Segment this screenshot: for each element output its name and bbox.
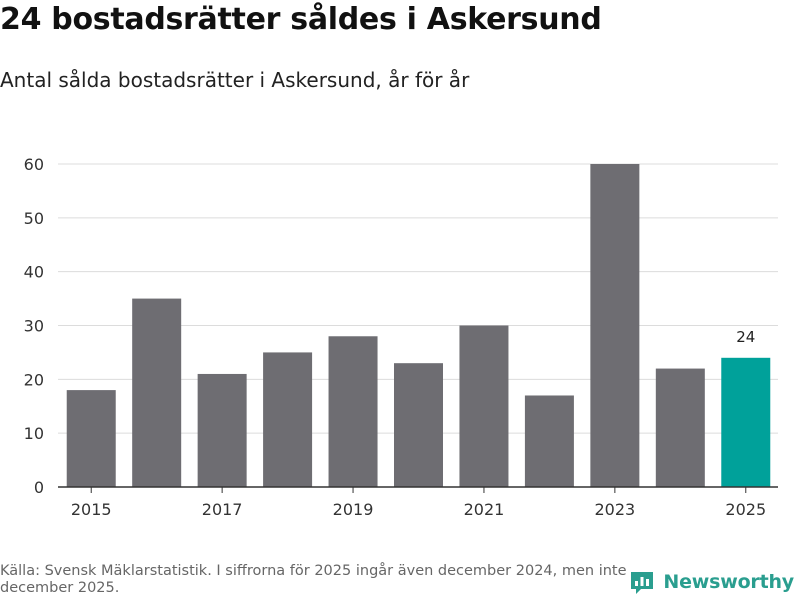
bar (197, 373, 247, 487)
y-tick-label: 60 (24, 155, 44, 174)
chart-logo-icon (631, 572, 654, 594)
y-tick-label: 20 (24, 370, 44, 389)
x-tick-label: 2021 (464, 500, 505, 519)
y-tick-label: 50 (24, 209, 44, 228)
bar (459, 325, 509, 487)
x-tick-label: 2025 (725, 500, 766, 519)
y-tick-label: 30 (24, 317, 44, 336)
bar (263, 352, 313, 487)
data-label: 24 (736, 328, 755, 346)
bar (328, 336, 378, 487)
x-tick-label: 2015 (71, 500, 112, 519)
brand-logo: Newsworthy (629, 569, 794, 595)
y-tick-label: 10 (24, 424, 44, 443)
brand-name: Newsworthy (663, 571, 794, 593)
source-note: Källa: Svensk Mäklarstatistik. I siffror… (0, 563, 627, 596)
bar (394, 363, 443, 487)
bar (132, 298, 182, 487)
bar (590, 164, 640, 487)
bar (655, 368, 705, 487)
y-tick-label: 40 (24, 263, 44, 282)
bar (524, 395, 574, 487)
chart-title: 24 bostadsrätter såldes i Askersund (0, 2, 602, 37)
bar (721, 357, 771, 487)
chart-subtitle: Antal sålda bostadsrätter i Askersund, å… (0, 68, 470, 92)
bar (66, 390, 116, 487)
x-tick-label: 2019 (333, 500, 374, 519)
x-tick-label: 2017 (202, 500, 243, 519)
y-tick-label: 0 (34, 478, 44, 497)
x-tick-label: 2023 (595, 500, 636, 519)
